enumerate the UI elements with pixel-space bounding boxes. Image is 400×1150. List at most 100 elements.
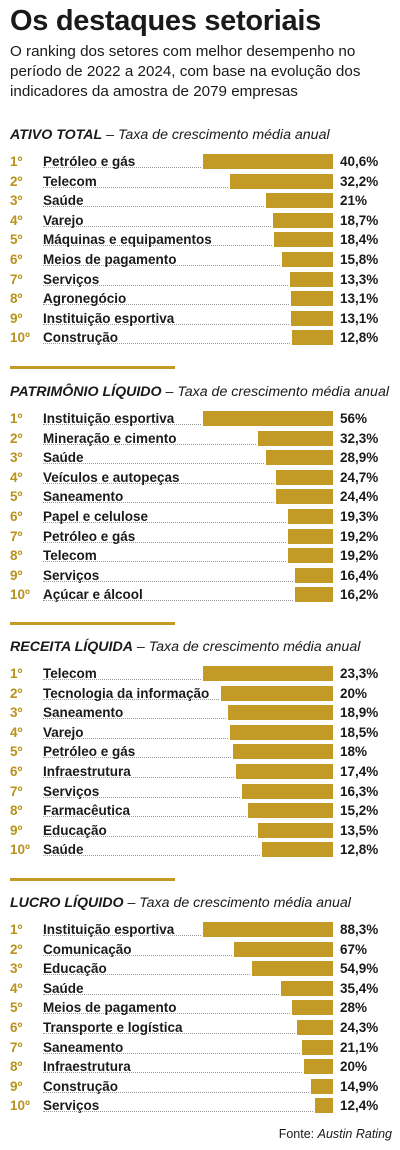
- value-bar: [203, 154, 333, 169]
- ranking-row: 9º Construção 14,9%: [0, 1077, 400, 1097]
- value-label: 20%: [340, 1059, 368, 1075]
- rank-label: 6º: [10, 764, 23, 779]
- leader-dots: [43, 1111, 313, 1113]
- leader-dots: [43, 522, 287, 523]
- source-name: Austin Rating: [317, 1127, 392, 1141]
- category-label: Veículos e autopeças: [43, 469, 180, 485]
- category-label: Petróleo e gás: [43, 528, 136, 544]
- rank-label: 9º: [10, 567, 23, 583]
- value-bar: [294, 567, 333, 583]
- category-label: Farmacêutica: [43, 803, 131, 819]
- ranking-row: 10º Saúde 12,8%: [0, 840, 400, 860]
- leader-dots: [43, 1052, 300, 1054]
- leader-dots: [43, 284, 289, 286]
- ranking-row: 7º Petróleo e gás 19,2%: [0, 527, 400, 547]
- leader-dots: [43, 304, 290, 306]
- value-bar: [288, 528, 333, 544]
- leader-dots: [43, 167, 201, 168]
- ranking-row: 4º Saúde 35,4%: [0, 979, 400, 999]
- page-subtitle: O ranking dos setores com melhor desempe…: [10, 43, 361, 100]
- value-label: 32,3%: [340, 430, 379, 446]
- value-label: 18,9%: [340, 705, 379, 721]
- category-label: Instituição esportiva: [43, 411, 175, 426]
- ranking-row: 9º Educação 13,5%: [0, 821, 400, 841]
- value-bar: [227, 705, 333, 721]
- ranking-row: 8º Telecom 19,2%: [0, 546, 400, 566]
- source-note: Fonte: Austin Rating: [279, 1126, 392, 1142]
- value-bar: [303, 1059, 333, 1075]
- chart-title: LUCRO LÍQUIDO: [10, 895, 124, 911]
- value-label: 23,3%: [340, 666, 379, 681]
- value-label: 54,9%: [340, 961, 379, 977]
- rank-label: 9º: [10, 310, 23, 326]
- rank-label: 2º: [10, 173, 23, 189]
- rank-label: 4º: [10, 724, 23, 740]
- ranking-row: 1º Instituição esportiva 56%: [0, 409, 400, 429]
- leader-dots: [43, 245, 273, 247]
- category-label: Telecom: [43, 548, 97, 564]
- ranking-row: 2º Telecom 32,2%: [0, 172, 400, 192]
- category-label: Saúde: [43, 980, 84, 996]
- section-divider: [10, 622, 175, 625]
- rank-label: 5º: [10, 744, 23, 760]
- value-label: 19,2%: [340, 548, 379, 564]
- leader-dots: [43, 993, 279, 995]
- value-label: 13,1%: [340, 310, 379, 326]
- ranking-row: 2º Tecnologia da informação 20%: [0, 684, 400, 704]
- value-label: 24,3%: [340, 1020, 379, 1035]
- chart-subtitle: Taxa de crescimento média anual: [177, 384, 389, 400]
- leader-dots: [43, 974, 251, 976]
- category-label: Telecom: [43, 666, 97, 681]
- leader-dots: [43, 463, 264, 465]
- rank-label: 4º: [10, 980, 23, 996]
- chart-header: LUCRO LÍQUIDO – Taxa de crescimento médi…: [10, 893, 351, 913]
- value-bar: [291, 291, 333, 307]
- value-label: 18,7%: [340, 212, 379, 228]
- leader-dots: [43, 737, 228, 739]
- value-label: 16,2%: [340, 587, 379, 603]
- category-label: Petróleo e gás: [43, 744, 136, 760]
- category-label: Educação: [43, 822, 107, 838]
- rank-label: 10º: [10, 330, 30, 346]
- rank-label: 5º: [10, 489, 23, 505]
- category-label: Tecnologia da informação: [43, 685, 210, 701]
- category-label: Infraestrutura: [43, 764, 131, 779]
- chart-header: PATRIMÔNIO LÍQUIDO – Taxa de crescimento…: [10, 382, 389, 402]
- ranking-row: 4º Veículos e autopeças 24,7%: [0, 468, 400, 488]
- rank-label: 1º: [10, 666, 23, 681]
- leader-dots: [43, 502, 275, 504]
- rank-label: 1º: [10, 411, 23, 426]
- category-label: Meios de pagamento: [43, 252, 177, 267]
- leader-dots: [43, 679, 201, 680]
- category-label: Serviços: [43, 271, 100, 287]
- ranking-row: 5º Máquinas e equipamentos 18,4%: [0, 230, 400, 250]
- leader-dots: [43, 265, 281, 266]
- title-separator: –: [123, 895, 140, 911]
- value-bar: [257, 822, 333, 838]
- value-bar: [252, 961, 333, 977]
- value-bar: [282, 252, 333, 267]
- leader-dots: [43, 1072, 302, 1074]
- ranking-row: 6º Infraestrutura 17,4%: [0, 762, 400, 782]
- page-title: Os destaques setoriais: [10, 5, 321, 37]
- category-label: Instituição esportiva: [43, 310, 175, 326]
- value-bar: [235, 764, 333, 779]
- rank-label: 9º: [10, 822, 23, 838]
- value-label: 16,4%: [340, 567, 379, 583]
- section-divider: [10, 878, 175, 881]
- value-bar: [203, 411, 333, 426]
- value-bar: [242, 783, 333, 799]
- title-separator: –: [102, 127, 118, 143]
- category-label: Construção: [43, 330, 119, 346]
- chart-lucro-liquido: LUCRO LÍQUIDO – Taxa de crescimento médi…: [0, 893, 400, 1116]
- leader-dots: [43, 757, 231, 759]
- rank-label: 4º: [10, 469, 23, 485]
- rank-label: 8º: [10, 548, 23, 564]
- category-label: Meios de pagamento: [43, 1000, 177, 1016]
- title-separator: –: [132, 639, 149, 655]
- value-label: 21,1%: [340, 1039, 379, 1055]
- chart-receita-liquida: RECEITA LÍQUIDA – Taxa de crescimento mé…: [0, 637, 400, 860]
- chart-title: RECEITA LÍQUIDA: [10, 639, 133, 655]
- source-label: Fonte:: [278, 1127, 315, 1141]
- leader-dots: [43, 600, 294, 602]
